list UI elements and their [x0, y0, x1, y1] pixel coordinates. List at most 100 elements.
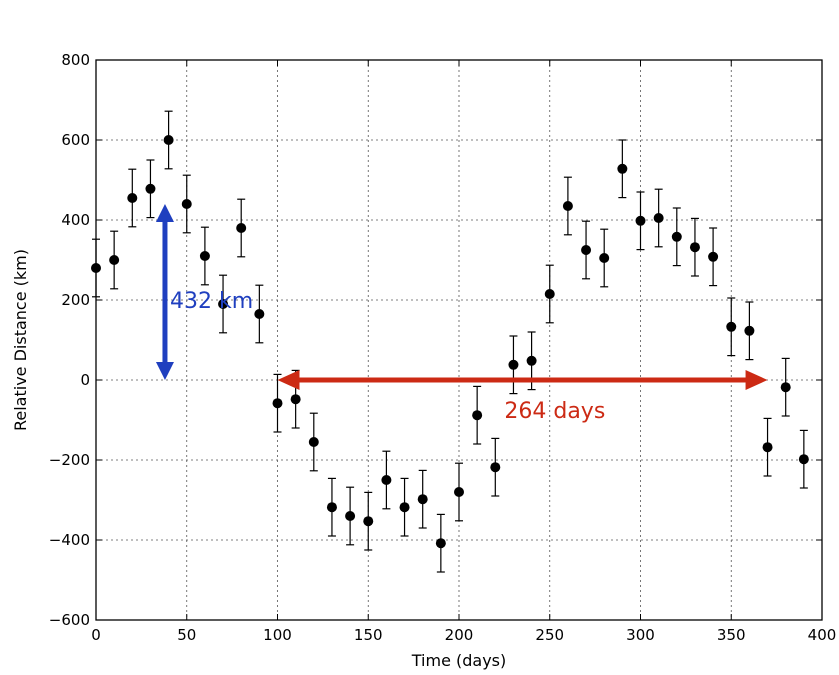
period-arrow-head-right: [745, 370, 768, 390]
data-point: [218, 299, 229, 309]
data-point: [617, 163, 628, 174]
data-point-group: [199, 226, 210, 286]
data-point-group: [617, 139, 628, 199]
data-point-group: [562, 176, 573, 236]
data-point: [454, 487, 464, 497]
y-tick-label: −400: [49, 531, 90, 549]
data-point-group: [181, 174, 192, 234]
data-point-group: [454, 462, 464, 522]
data-point: [236, 223, 247, 233]
data-point-group: [798, 429, 809, 489]
data-point: [290, 394, 301, 405]
axes: 0 50 100 150 200 250 300 350 400 800 600 400 200 0 −20…: [49, 51, 837, 644]
data-point: [490, 462, 501, 473]
annotations: 432 km 264 days: [155, 204, 768, 424]
data-point: [127, 193, 138, 203]
data-point: [91, 263, 101, 273]
data-point-group: [326, 477, 337, 537]
distance-arrow-head-down: [155, 362, 174, 380]
data-point-group: [635, 191, 646, 251]
data-point: [708, 251, 719, 262]
data-point: [345, 511, 356, 521]
x-tick-label: 200: [445, 626, 474, 644]
data-point-group: [381, 450, 392, 510]
data-point: [780, 382, 791, 393]
data-point-group: [272, 373, 283, 433]
data-point-group: [417, 469, 428, 529]
data-point-group: [726, 297, 737, 357]
x-tick-label: 250: [535, 626, 564, 644]
data-point: [508, 359, 519, 370]
x-tick-label: 400: [808, 626, 837, 644]
data-point: [163, 135, 174, 145]
data-point: [199, 251, 210, 261]
data-point-group: [127, 168, 138, 228]
x-axis-title: Time (days): [411, 651, 507, 670]
x-tick-label: 100: [263, 626, 292, 644]
distance-annotation-label: 432 km: [170, 289, 253, 314]
data-point-group: [744, 301, 755, 361]
data-point-group: [653, 188, 664, 248]
data-point-group: [508, 335, 519, 395]
data-point: [562, 201, 573, 211]
data-point: [671, 231, 682, 242]
data-point-group: [218, 274, 229, 334]
y-tick-label: 800: [61, 51, 90, 69]
data-point: [726, 321, 737, 332]
data-point: [581, 245, 592, 255]
data-point-group: [345, 486, 356, 546]
data-point: [599, 253, 610, 263]
plot-frame: [95, 59, 823, 621]
grid: [96, 60, 822, 620]
data-point: [762, 442, 773, 453]
data-point-group: [671, 207, 682, 267]
data-point: [635, 215, 646, 226]
y-tick-label: −200: [49, 451, 90, 469]
data-point-group: [472, 385, 483, 445]
data-point: [363, 516, 374, 527]
data-point-group: [363, 491, 374, 551]
data-point-group: [145, 159, 156, 219]
data-point: [417, 494, 428, 505]
data-point-group: [435, 513, 446, 573]
y-tick-label: 200: [61, 291, 90, 309]
data-point-group: [399, 477, 410, 537]
data-point-group: [236, 198, 247, 258]
x-tick-label: 350: [717, 626, 746, 644]
data-point: [308, 437, 319, 447]
data-point: [472, 410, 483, 421]
data-point-group: [490, 437, 501, 497]
data-point-group: [163, 110, 174, 170]
data-point-group: [599, 228, 610, 288]
data-point: [798, 454, 809, 465]
data-point: [145, 183, 156, 194]
data-point-group: [689, 217, 700, 277]
data-point: [435, 538, 446, 549]
period-arrow-head-left: [277, 370, 300, 390]
data-point-group: [780, 357, 791, 417]
data-point: [326, 502, 337, 513]
data-point-group: [91, 238, 101, 298]
data-point: [254, 309, 265, 319]
data-point-group: [708, 227, 719, 287]
data-point: [544, 289, 555, 299]
data-point-group: [544, 264, 555, 324]
data-point-group: [308, 412, 319, 472]
y-tick-label: −600: [49, 611, 90, 629]
x-tick-label: 150: [354, 626, 383, 644]
data-point-group: [762, 417, 773, 477]
y-tick-label: 0: [80, 371, 90, 389]
data-point: [689, 242, 700, 253]
x-tick-label: 50: [177, 626, 196, 644]
data-series: [91, 110, 809, 573]
data-point: [744, 325, 755, 336]
data-point: [399, 502, 410, 513]
data-point-group: [526, 331, 537, 391]
y-tick-label: 600: [61, 131, 90, 149]
data-point: [109, 255, 120, 265]
data-point: [526, 355, 537, 366]
data-point: [181, 199, 192, 209]
y-axis-title: Relative Distance (km): [11, 249, 30, 431]
period-annotation-label: 264 days: [504, 399, 605, 424]
